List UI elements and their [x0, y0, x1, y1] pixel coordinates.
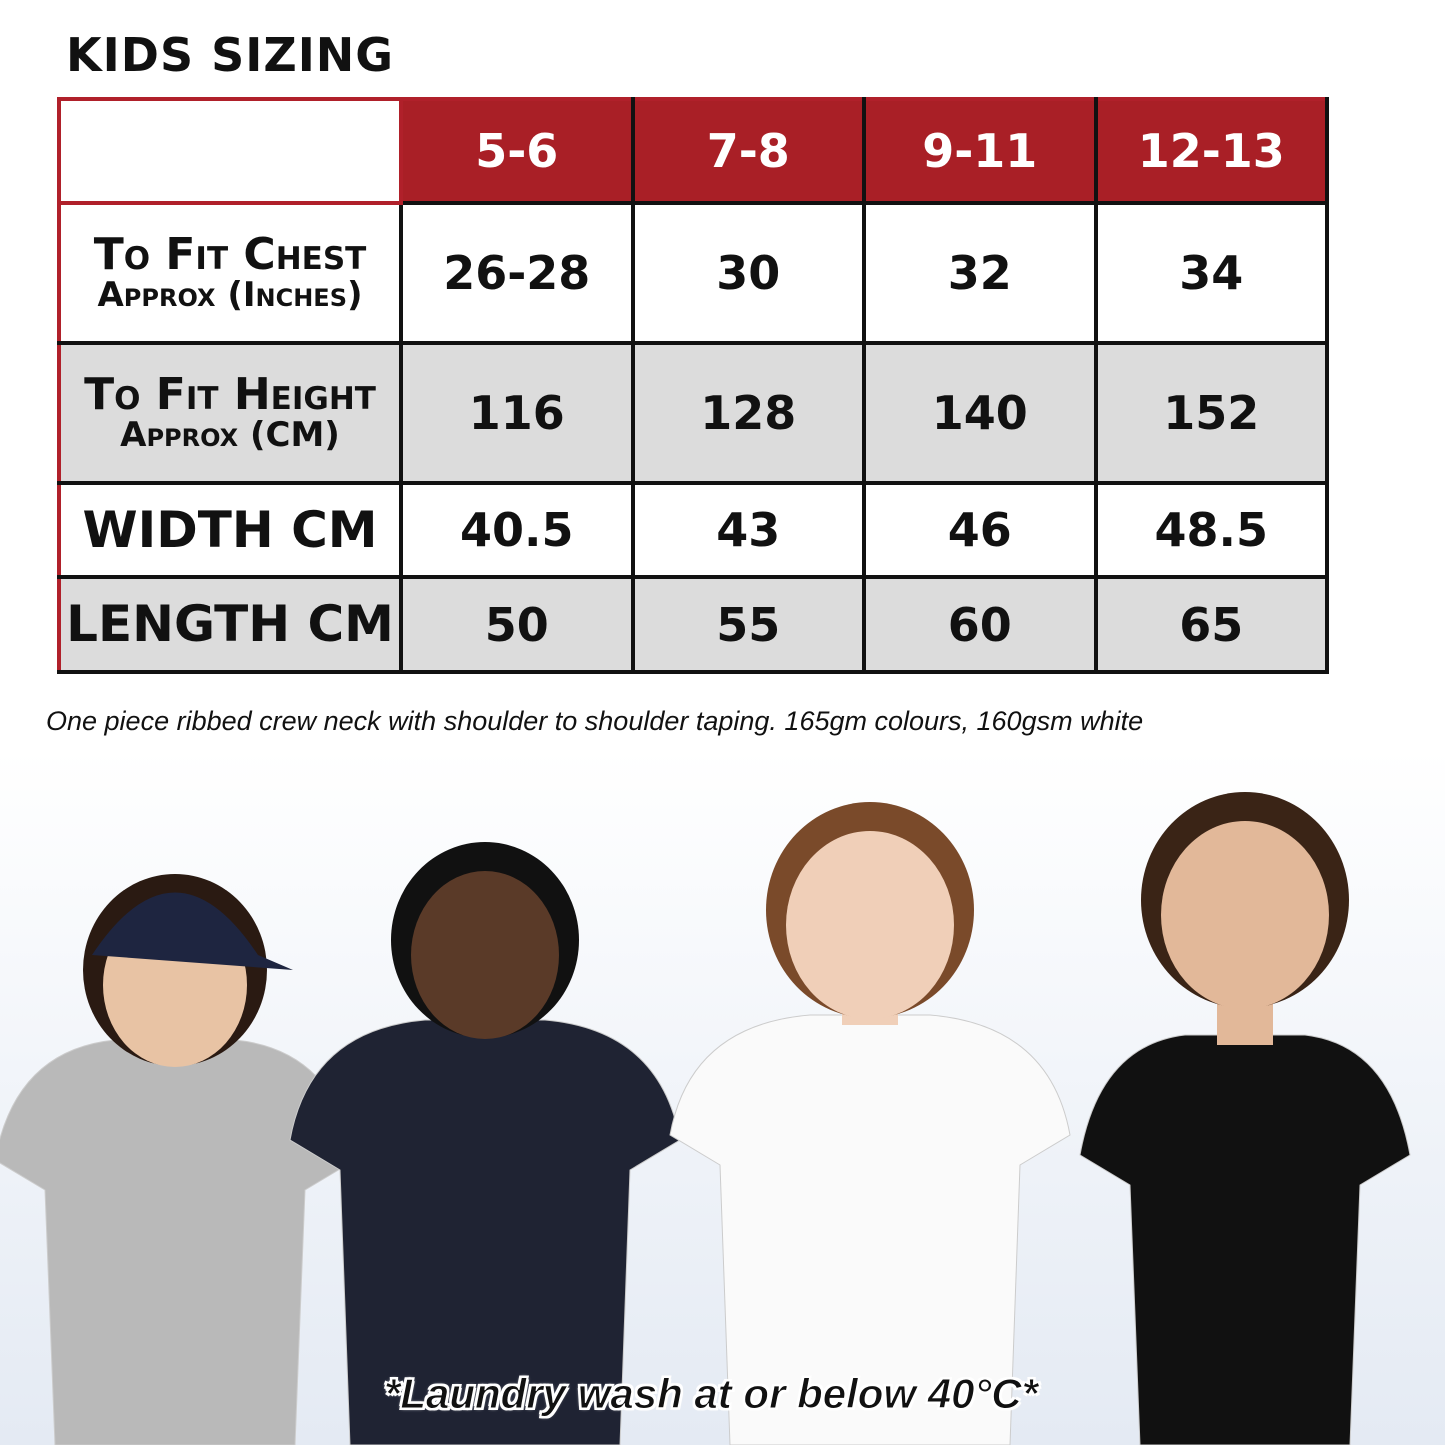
table-cell: 50	[399, 575, 635, 674]
table-cell: 60	[862, 575, 1098, 674]
face	[411, 871, 559, 1039]
table-cell: 40.5	[399, 480, 635, 580]
row-label: WIDTH CM	[59, 480, 403, 580]
table-row-width: WIDTH CM 40.5 43 46 48.5	[59, 480, 1329, 580]
table-cell: 26-28	[399, 201, 635, 345]
size-header: 7-8	[630, 99, 866, 205]
table-cell: 152	[1093, 340, 1329, 485]
table-cell: 48.5	[1093, 480, 1329, 580]
models-photo	[0, 750, 1445, 1446]
table-cell: 34	[1093, 201, 1329, 345]
table-row-chest: To Fit Chest Approx (Inches) 26-28 30 32 …	[59, 201, 1329, 345]
table-cell: 46	[862, 480, 1098, 580]
table-cell: 43	[630, 480, 866, 580]
table-row-length: LENGTH CM 50 55 60 65	[59, 575, 1329, 674]
table-row-height: To Fit Height Approx (CM) 116 128 140 152	[59, 340, 1329, 485]
size-chart-table: 5-6 7-8 9-11 12-13 To Fit Chest Approx (I…	[57, 97, 1329, 674]
face	[786, 831, 954, 1019]
wash-instruction: *Laundry wash at or below 40°C*	[384, 1370, 1039, 1418]
size-header-row: 5-6 7-8 9-11 12-13	[57, 97, 1329, 205]
cap	[92, 892, 293, 970]
t-shirt	[1079, 1034, 1411, 1446]
size-header: 5-6	[399, 99, 635, 205]
kids-models-illustration	[0, 792, 1411, 1446]
table-cell: 140	[862, 340, 1098, 485]
face	[1161, 821, 1329, 1009]
row-label: To Fit Chest Approx (Inches)	[59, 201, 403, 345]
table-cell: 116	[399, 340, 635, 485]
t-shirt	[669, 1014, 1071, 1446]
header-blank-cell	[57, 97, 403, 205]
table-cell: 30	[630, 201, 866, 345]
row-label: To Fit Height Approx (CM)	[59, 340, 403, 485]
table-cell: 55	[630, 575, 866, 674]
product-description: One piece ribbed crew neck with shoulder…	[46, 706, 1144, 736]
table-cell: 128	[630, 340, 866, 485]
table-cell: 32	[862, 201, 1098, 345]
size-header: 9-11	[862, 99, 1098, 205]
page-title: KIDS SIZING	[66, 28, 395, 82]
table-cell: 65	[1093, 575, 1329, 674]
size-header: 12-13	[1093, 99, 1329, 205]
row-label: LENGTH CM	[59, 575, 403, 674]
